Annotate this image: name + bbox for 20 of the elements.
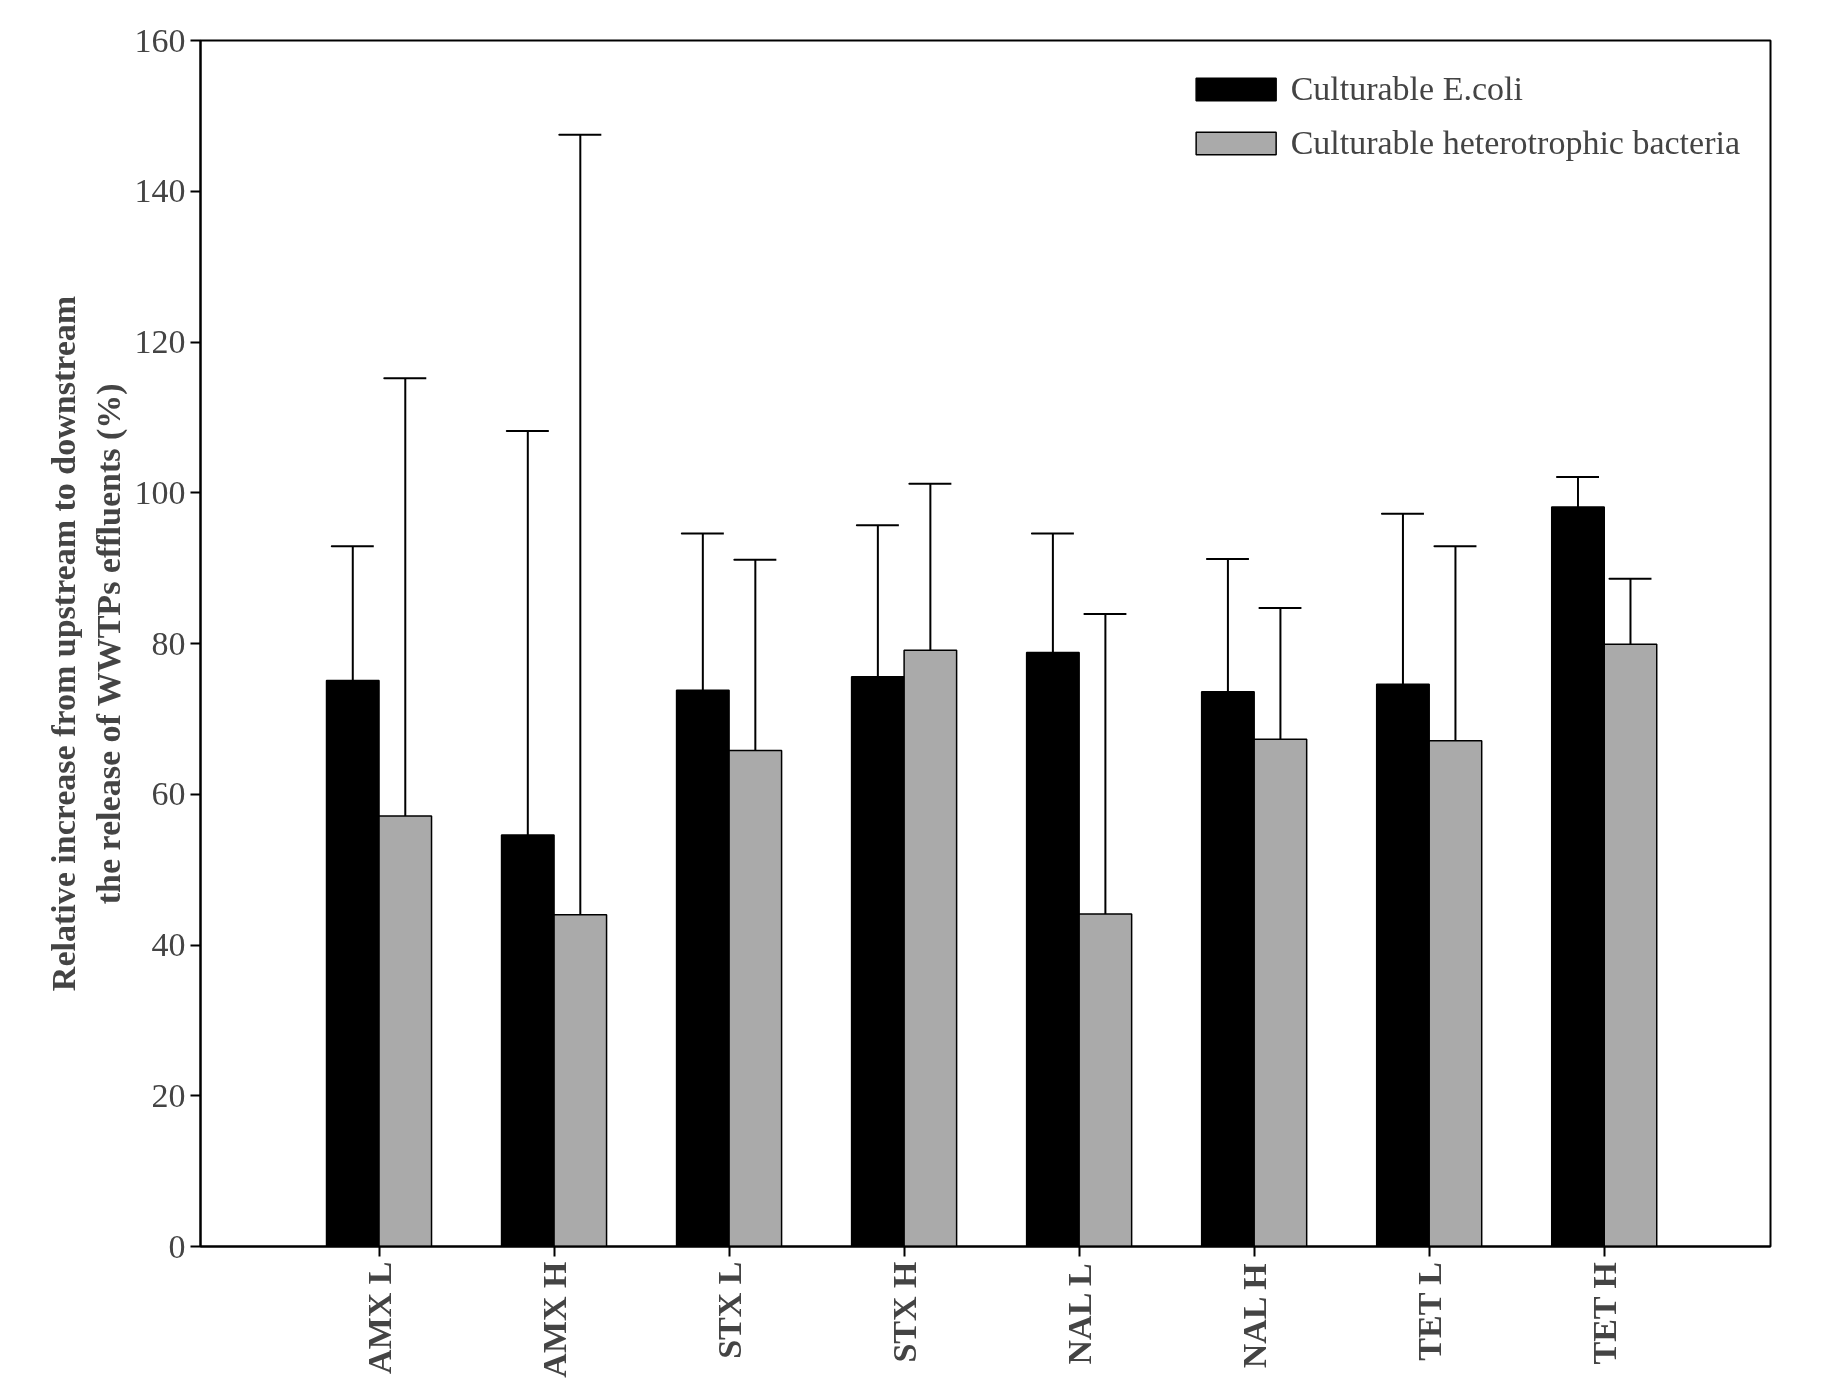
y-tick-label: 60 [151, 775, 186, 813]
x-tick-label: STX H [885, 1261, 923, 1363]
y-tick-label: 20 [151, 1076, 186, 1114]
y-tick-label: 40 [151, 926, 186, 963]
x-tick-label: AMX L [360, 1261, 398, 1374]
legend-label: Culturable heterotrophic bacteria [1290, 124, 1740, 162]
y-tick-label: 140 [134, 172, 186, 210]
y-tick-label: 160 [134, 21, 186, 59]
y-axis-title: Relative increase from upstream to downstream the release of WWTPs effluents (%) [45, 295, 128, 992]
x-tick-label: TET L [1410, 1262, 1448, 1361]
x-tick-label: STX L [710, 1261, 748, 1359]
y-tick-label: 120 [134, 323, 186, 360]
y-tick-label: 0 [168, 1227, 186, 1265]
x-tick-label: NAL L [1060, 1263, 1098, 1365]
legend-label: Culturable E.coli [1290, 70, 1523, 108]
y-tick-label: 100 [134, 473, 186, 511]
y-tick-label: 80 [151, 624, 186, 662]
x-tick-label: TET H [1585, 1262, 1623, 1365]
x-tick-label: NAL H [1235, 1263, 1273, 1369]
x-tick-label: AMX H [535, 1261, 573, 1378]
